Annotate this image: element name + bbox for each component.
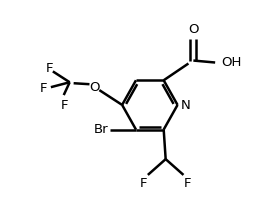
Text: N: N bbox=[181, 99, 190, 112]
Text: Br: Br bbox=[94, 123, 108, 136]
Text: F: F bbox=[61, 99, 69, 112]
Text: O: O bbox=[188, 23, 199, 36]
Text: O: O bbox=[89, 81, 100, 94]
Text: F: F bbox=[184, 177, 191, 190]
Text: F: F bbox=[140, 177, 148, 190]
Text: OH: OH bbox=[221, 56, 241, 69]
Text: F: F bbox=[39, 82, 47, 95]
Text: F: F bbox=[46, 62, 54, 75]
